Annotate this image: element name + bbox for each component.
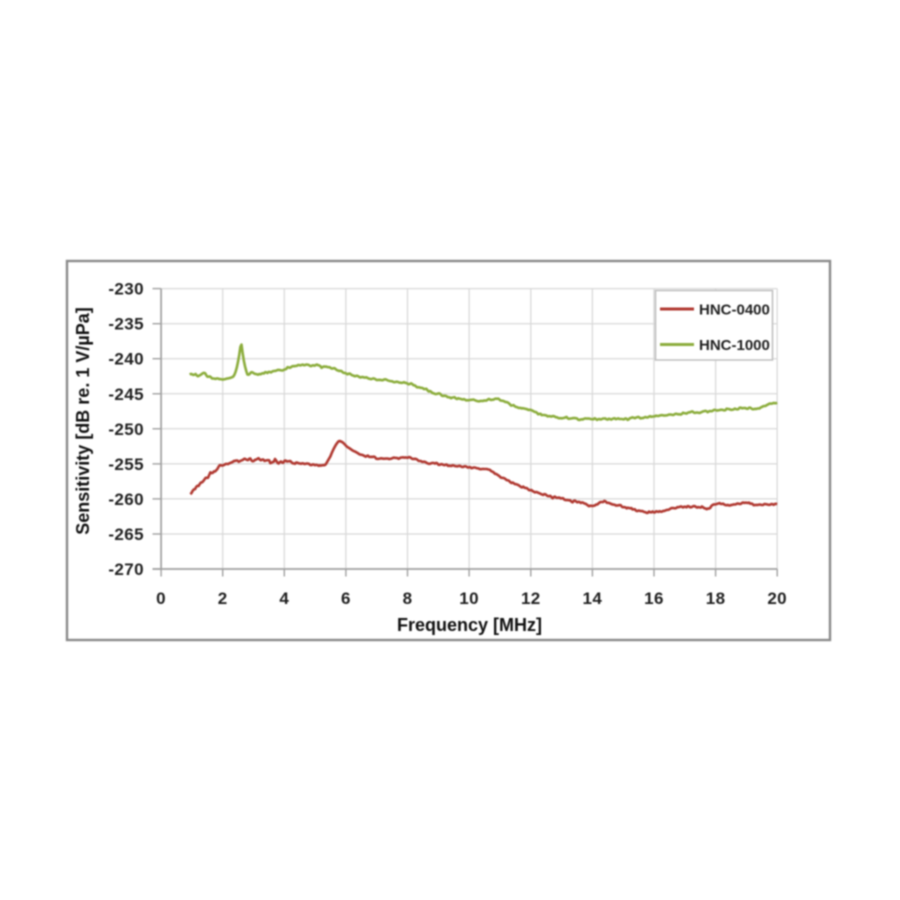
svg-text:-265: -265 — [108, 525, 144, 544]
svg-text:HNC-0400: HNC-0400 — [699, 302, 770, 319]
svg-text:6: 6 — [341, 589, 351, 608]
svg-text:HNC-1000: HNC-1000 — [699, 337, 770, 354]
svg-text:20: 20 — [767, 589, 787, 608]
svg-text:14: 14 — [583, 589, 603, 608]
svg-text:8: 8 — [403, 589, 413, 608]
svg-text:2: 2 — [218, 589, 228, 608]
svg-text:4: 4 — [279, 589, 289, 608]
svg-text:-270: -270 — [108, 560, 144, 579]
svg-text:-240: -240 — [108, 350, 144, 369]
svg-text:-255: -255 — [108, 455, 144, 474]
svg-text:-245: -245 — [108, 385, 144, 404]
svg-text:-235: -235 — [108, 315, 144, 334]
svg-text:-250: -250 — [108, 420, 144, 439]
svg-text:12: 12 — [521, 589, 541, 608]
svg-text:-260: -260 — [108, 490, 144, 509]
svg-text:Sensitivity [dB re. 1 V/µPa]: Sensitivity [dB re. 1 V/µPa] — [73, 307, 93, 534]
svg-text:18: 18 — [706, 589, 726, 608]
svg-text:10: 10 — [459, 589, 479, 608]
svg-text:0: 0 — [156, 589, 166, 608]
svg-text:-230: -230 — [108, 280, 144, 299]
svg-text:16: 16 — [644, 589, 664, 608]
svg-text:Frequency [MHz]: Frequency [MHz] — [397, 615, 542, 635]
